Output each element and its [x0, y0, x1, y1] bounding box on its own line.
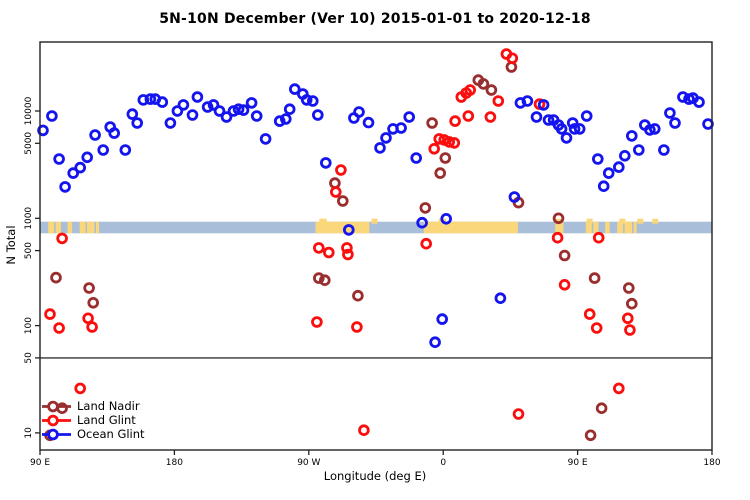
y-axis-ticks: 10000 5000 1000 500 100 50 10: [24, 96, 40, 439]
x-tick-label: 180: [166, 458, 183, 468]
series-ocean-glint: [37, 83, 714, 349]
x-tick-label: 90 W: [297, 458, 320, 468]
x-tick-label: 90 E: [30, 458, 50, 468]
plot-border: [39, 41, 713, 451]
x-tick-label: 180: [703, 458, 720, 468]
legend-label-ocean-glint: Ocean Glint: [77, 427, 145, 441]
y-tick-label: 5000: [24, 132, 34, 155]
legend-symbols: [42, 400, 71, 441]
y-tick-label: 500: [24, 242, 34, 259]
legend-label-land-glint: Land Glint: [77, 413, 136, 427]
x-axis-label: Longitude (deg E): [323, 469, 427, 483]
series-land-nadir: [44, 61, 638, 442]
series-land-glint: [44, 48, 636, 437]
y-axis-label: N Total: [4, 225, 18, 265]
x-tick-label: 90 E: [568, 458, 588, 468]
y-tick-label: 10000: [24, 96, 34, 125]
y-tick-label: 100: [24, 317, 34, 334]
y-tick-label: 10: [24, 427, 34, 439]
y-tick-label: 1000: [24, 207, 34, 230]
x-tick-label: 0: [440, 458, 446, 468]
chart-title: 5N-10N December (Ver 10) 2015-01-01 to 2…: [159, 11, 591, 27]
y-tick-label: 50: [24, 352, 34, 364]
legend-label-land-nadir: Land Nadir: [77, 399, 140, 413]
x-axis-ticks: 90 E 180 90 W 0 90 E 180: [30, 450, 721, 468]
map-strip: [40, 218, 712, 234]
